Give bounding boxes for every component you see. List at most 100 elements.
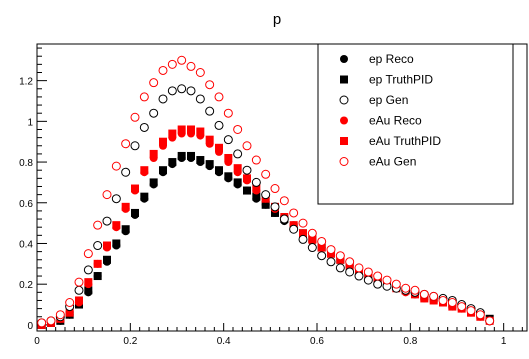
data-point <box>279 214 289 224</box>
data-point <box>168 158 177 167</box>
data-point <box>187 125 195 134</box>
data-point <box>159 166 167 175</box>
data-point <box>429 291 439 301</box>
data-point <box>233 124 243 134</box>
data-point <box>224 172 233 181</box>
data-point <box>363 267 373 277</box>
data-point <box>261 169 271 179</box>
data-point <box>354 263 364 273</box>
data-point <box>149 78 159 88</box>
data-point <box>177 84 187 94</box>
data-point <box>242 165 252 175</box>
y-tick-label: 0.8 <box>19 158 33 169</box>
legend-label: eAu Reco <box>369 114 422 128</box>
data-point <box>102 190 112 200</box>
data-point <box>279 196 289 206</box>
legend-marker <box>339 95 349 105</box>
data-point <box>103 241 111 250</box>
data-point <box>214 92 224 102</box>
data-point <box>131 184 139 193</box>
data-point <box>233 178 242 187</box>
data-point <box>149 108 159 118</box>
data-point <box>112 239 121 248</box>
data-point <box>167 86 177 96</box>
data-point <box>214 120 224 130</box>
x-tick-label: 0.8 <box>403 336 417 347</box>
y-tick-label: 1.2 <box>19 77 33 88</box>
data-point <box>289 224 299 234</box>
x-tick-label: 0.2 <box>123 336 137 347</box>
data-point <box>75 296 83 305</box>
data-point <box>121 167 131 177</box>
data-point <box>205 135 214 144</box>
data-point <box>83 249 93 259</box>
data-point <box>243 186 251 195</box>
data-point <box>307 228 317 238</box>
data-point <box>84 286 93 295</box>
data-point <box>139 92 149 102</box>
data-point <box>419 289 429 299</box>
data-point <box>121 225 130 234</box>
data-point <box>373 271 383 281</box>
data-point <box>299 229 307 238</box>
data-point <box>466 306 476 316</box>
data-point <box>112 221 121 230</box>
data-point <box>159 137 167 146</box>
data-point <box>195 94 205 104</box>
data-point <box>298 218 308 228</box>
data-point <box>363 275 373 285</box>
data-point <box>177 55 187 65</box>
axes: 0 0.2 0.4 0.6 0.8 1 0 0.2 0.4 0.6 0.8 1 1.2 <box>19 47 523 347</box>
data-point <box>261 190 271 200</box>
y-tick-label: 0.2 <box>19 280 33 291</box>
data-point <box>270 202 280 212</box>
data-point <box>83 265 93 275</box>
legend-label: ep Reco <box>369 52 414 66</box>
data-point <box>345 267 355 277</box>
data-point <box>223 135 233 145</box>
legend-marker <box>339 157 349 166</box>
x-tick-label: 0.4 <box>217 336 231 347</box>
data-point <box>308 235 317 244</box>
data-point <box>65 298 75 308</box>
x-tick-label: 0 <box>34 336 40 347</box>
data-points <box>37 55 495 329</box>
y-tick-label: 0.6 <box>19 199 33 210</box>
data-point <box>103 255 111 264</box>
data-point <box>298 234 308 244</box>
data-point <box>149 178 158 187</box>
legend-box <box>317 43 514 205</box>
data-point <box>37 318 47 328</box>
plot-frame <box>36 43 528 332</box>
data-point <box>335 263 345 273</box>
data-point <box>196 156 205 165</box>
x-tick-label: 1 <box>501 336 507 347</box>
data-point <box>205 80 215 90</box>
data-point <box>447 298 457 308</box>
data-point <box>93 241 103 251</box>
series-eau-gen <box>37 55 495 328</box>
data-point <box>93 220 103 230</box>
data-point <box>233 164 242 173</box>
data-point <box>186 86 196 96</box>
legend-marker <box>340 75 348 84</box>
data-point <box>121 202 130 211</box>
data-point <box>317 251 327 261</box>
data-point <box>139 122 149 132</box>
legend: ep Reco ep TruthPID ep Gen eAu Reco eAu Trut… <box>317 43 514 205</box>
legend-marker <box>340 55 348 63</box>
data-point <box>102 216 112 226</box>
data-point <box>187 151 195 160</box>
data-point <box>177 125 186 134</box>
x-tick-label: 0.6 <box>310 336 324 347</box>
data-point <box>46 316 56 326</box>
data-point <box>438 295 448 305</box>
data-point <box>391 279 401 289</box>
data-point <box>485 316 495 326</box>
data-point <box>326 257 336 267</box>
data-point <box>215 166 223 175</box>
legend-label: eAu TruthPID <box>369 134 441 148</box>
data-point <box>130 141 140 151</box>
data-point <box>261 200 270 209</box>
